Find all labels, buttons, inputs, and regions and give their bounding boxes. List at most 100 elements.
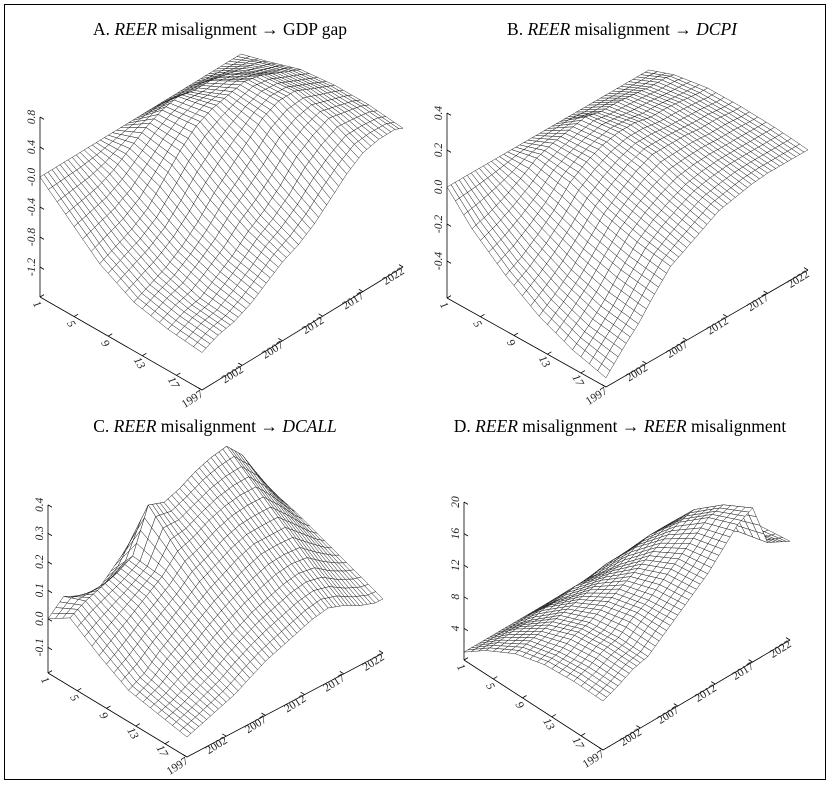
title-part: misalignment → bbox=[518, 416, 644, 436]
z-tick bbox=[47, 618, 53, 622]
title-part: REER bbox=[526, 19, 570, 39]
z-tick-label: 0.1 bbox=[34, 583, 46, 597]
horizon-tick bbox=[513, 332, 519, 336]
surface bbox=[463, 504, 791, 702]
year-tick bbox=[182, 754, 188, 758]
horizon-tick bbox=[73, 313, 79, 317]
z-tick bbox=[39, 236, 45, 240]
year-tick-label: 2017 bbox=[322, 672, 348, 694]
horizon-tick bbox=[142, 352, 147, 357]
horizon-tick bbox=[446, 295, 452, 299]
year-tick-label: 2012 bbox=[300, 314, 326, 336]
z-tick-label: -0.4 bbox=[26, 198, 38, 216]
horizon-tick bbox=[47, 670, 53, 674]
title-part: A. bbox=[93, 19, 114, 39]
year-tick-label: 2007 bbox=[260, 339, 286, 361]
year-tick-label: 2002 bbox=[624, 362, 650, 384]
z-tick bbox=[47, 561, 53, 565]
title-part: D. bbox=[454, 416, 475, 436]
year-tick bbox=[673, 703, 679, 707]
year-tick bbox=[601, 384, 607, 388]
panel-title: D. REER misalignment → REER misalignment bbox=[454, 416, 787, 436]
z-tick-label: 0.4 bbox=[34, 497, 46, 512]
z-tick bbox=[446, 112, 452, 116]
horizon-tick bbox=[493, 676, 498, 680]
z-tick-label: -0.8 bbox=[26, 228, 38, 246]
z-tick-label: 20 bbox=[450, 496, 462, 508]
panel-c: C. REER misalignment → DCALL -0.1 0.0 0.1 0.… bbox=[34, 416, 387, 778]
title-part: misalignment → bbox=[156, 416, 282, 436]
year-tick-label: 2022 bbox=[361, 651, 387, 673]
year-tick bbox=[598, 747, 604, 751]
horizon-axis bbox=[39, 296, 203, 391]
panel-d: D. REER misalignment → REER misalignment… bbox=[450, 416, 794, 771]
horizon-tick bbox=[580, 733, 586, 737]
z-tick bbox=[463, 533, 469, 537]
year-tick bbox=[722, 314, 728, 318]
year-tick bbox=[221, 733, 227, 737]
year-axis bbox=[201, 266, 404, 391]
year-tick-label: 2022 bbox=[768, 638, 794, 660]
horizon-tick-label: 9 bbox=[96, 710, 109, 721]
z-tick-label: -0.1 bbox=[34, 638, 46, 656]
title-part: misalignment → bbox=[570, 19, 696, 39]
panel-b: B. REER misalignment → DCPI -0.4 -0.2 0.0 0.… bbox=[433, 19, 812, 408]
year-tick bbox=[636, 725, 641, 729]
z-tick bbox=[47, 647, 53, 651]
title-part: REER bbox=[113, 416, 157, 436]
year-tick-label: 2012 bbox=[693, 682, 719, 704]
panel-a: A. REER misalignment → GDP gap -1.2 -0.8 -0… bbox=[26, 19, 407, 411]
z-tick bbox=[446, 223, 452, 227]
year-tick bbox=[763, 290, 768, 294]
horizon-tick-label: 9 bbox=[512, 700, 525, 711]
title-part: misalignment bbox=[687, 416, 787, 436]
z-tick bbox=[39, 206, 45, 210]
year-tick bbox=[378, 650, 384, 654]
horizon-tick bbox=[547, 351, 552, 355]
z-tick bbox=[47, 590, 53, 594]
year-tick bbox=[278, 338, 283, 342]
horizon-tick bbox=[551, 714, 556, 718]
z-tick-label: 0.3 bbox=[34, 526, 46, 541]
year-tick-label: 1997 bbox=[180, 388, 206, 410]
year-tick-label: 2017 bbox=[341, 290, 367, 312]
surface bbox=[47, 446, 384, 738]
z-tick bbox=[463, 596, 469, 600]
horizon-tick-label: 17 bbox=[569, 372, 586, 389]
year-tick bbox=[237, 362, 243, 366]
z-tick bbox=[47, 504, 53, 508]
horizon-tick-label: 1 bbox=[38, 675, 51, 686]
z-tick-label: 0.8 bbox=[26, 110, 38, 125]
z-tick bbox=[463, 564, 469, 568]
year-tick-label: 2022 bbox=[381, 265, 407, 287]
year-tick bbox=[785, 637, 791, 641]
year-tick-label: 2002 bbox=[220, 364, 246, 386]
horizon-tick-label: 13 bbox=[124, 726, 140, 742]
horizon-tick-label: 5 bbox=[470, 319, 483, 330]
year-tick bbox=[339, 671, 345, 675]
year-tick-label: 2022 bbox=[786, 268, 812, 290]
figure-frame bbox=[4, 4, 826, 780]
year-tick-label: 2017 bbox=[730, 660, 756, 682]
year-tick bbox=[710, 681, 716, 685]
title-part: misalignment → GDP gap bbox=[157, 19, 347, 39]
surface-cell bbox=[193, 342, 207, 353]
horizon-tick-label: 9 bbox=[504, 337, 517, 348]
panel-title: B. REER misalignment → DCPI bbox=[507, 19, 738, 39]
z-tick-label: -1.2 bbox=[26, 258, 38, 276]
horizon-tick bbox=[108, 333, 113, 337]
z-tick bbox=[463, 501, 469, 505]
title-part: B. bbox=[507, 19, 527, 39]
title-part: REER bbox=[113, 19, 157, 39]
horizon-tick-label: 1 bbox=[437, 300, 450, 311]
year-tick bbox=[300, 691, 305, 695]
year-axis bbox=[186, 652, 384, 758]
z-tick-label: 4 bbox=[450, 625, 462, 631]
year-tick bbox=[642, 360, 647, 364]
panel-title: C. REER misalignment → DCALL bbox=[93, 416, 337, 436]
z-tick-label: 0.4 bbox=[433, 106, 445, 121]
year-tick-label: 1997 bbox=[584, 385, 610, 407]
surface-cell bbox=[597, 363, 611, 379]
panel-title: A. REER misalignment → GDP gap bbox=[93, 19, 347, 39]
